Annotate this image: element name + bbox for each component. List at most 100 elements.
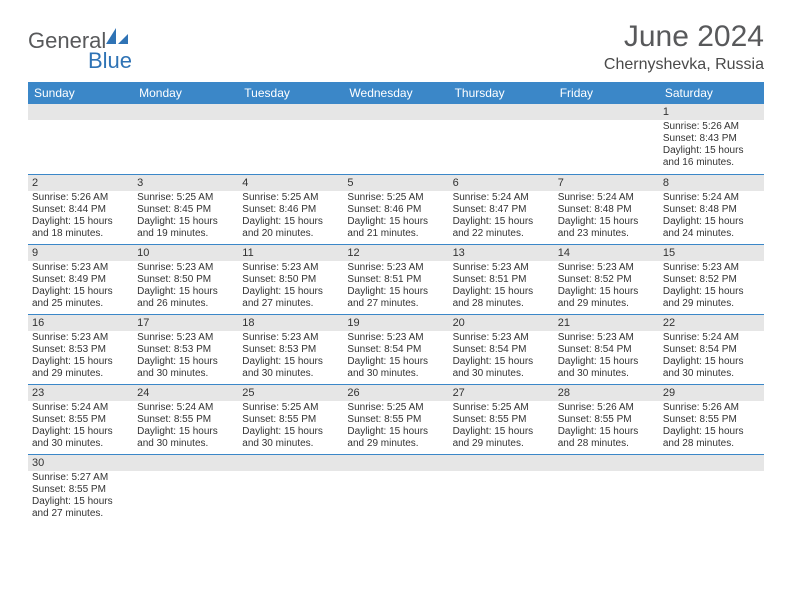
day-number (238, 455, 343, 471)
calendar-cell (343, 454, 448, 524)
daylight-text: Daylight: 15 hours and 25 minutes. (32, 286, 129, 310)
sunrise-text: Sunrise: 5:24 AM (558, 192, 655, 204)
daylight-text: Daylight: 15 hours and 30 minutes. (137, 356, 234, 380)
day-content: Sunrise: 5:24 AMSunset: 8:47 PMDaylight:… (449, 191, 554, 242)
page-header: General June 2024 Chernyshevka, Russia (28, 20, 764, 74)
day-content (133, 120, 238, 168)
calendar-cell: 30Sunrise: 5:27 AMSunset: 8:55 PMDayligh… (28, 454, 133, 524)
calendar-cell (238, 104, 343, 174)
calendar-cell (343, 104, 448, 174)
sunrise-text: Sunrise: 5:23 AM (242, 262, 339, 274)
calendar-cell: 13Sunrise: 5:23 AMSunset: 8:51 PMDayligh… (449, 244, 554, 314)
daylight-text: Daylight: 15 hours and 28 minutes. (663, 426, 760, 450)
calendar-cell: 22Sunrise: 5:24 AMSunset: 8:54 PMDayligh… (659, 314, 764, 384)
day-number (343, 455, 448, 471)
day-content (238, 120, 343, 168)
day-number: 20 (449, 315, 554, 331)
day-number: 4 (238, 175, 343, 191)
sunset-text: Sunset: 8:53 PM (242, 344, 339, 356)
calendar-cell (449, 454, 554, 524)
daylight-text: Daylight: 15 hours and 29 minutes. (558, 286, 655, 310)
day-content (343, 471, 448, 519)
day-number: 13 (449, 245, 554, 261)
day-number (133, 104, 238, 120)
sunset-text: Sunset: 8:55 PM (137, 414, 234, 426)
sunset-text: Sunset: 8:55 PM (347, 414, 444, 426)
sunset-text: Sunset: 8:44 PM (32, 204, 129, 216)
day-content: Sunrise: 5:23 AMSunset: 8:50 PMDaylight:… (133, 261, 238, 312)
daylight-text: Daylight: 15 hours and 29 minutes. (347, 426, 444, 450)
sunset-text: Sunset: 8:55 PM (453, 414, 550, 426)
daylight-text: Daylight: 15 hours and 21 minutes. (347, 216, 444, 240)
sunset-text: Sunset: 8:51 PM (347, 274, 444, 286)
day-content: Sunrise: 5:23 AMSunset: 8:49 PMDaylight:… (28, 261, 133, 312)
calendar-cell: 25Sunrise: 5:25 AMSunset: 8:55 PMDayligh… (238, 384, 343, 454)
daylight-text: Daylight: 15 hours and 29 minutes. (32, 356, 129, 380)
sunrise-text: Sunrise: 5:26 AM (663, 121, 760, 133)
sunrise-text: Sunrise: 5:24 AM (137, 402, 234, 414)
day-number: 10 (133, 245, 238, 261)
calendar-cell: 23Sunrise: 5:24 AMSunset: 8:55 PMDayligh… (28, 384, 133, 454)
day-number: 26 (343, 385, 448, 401)
sunrise-text: Sunrise: 5:23 AM (453, 262, 550, 274)
sunset-text: Sunset: 8:55 PM (558, 414, 655, 426)
calendar-week: 2Sunrise: 5:26 AMSunset: 8:44 PMDaylight… (28, 174, 764, 244)
daylight-text: Daylight: 15 hours and 22 minutes. (453, 216, 550, 240)
sunset-text: Sunset: 8:50 PM (242, 274, 339, 286)
calendar-cell (133, 454, 238, 524)
sunrise-text: Sunrise: 5:23 AM (663, 262, 760, 274)
sunrise-text: Sunrise: 5:27 AM (32, 472, 129, 484)
sunrise-text: Sunrise: 5:23 AM (453, 332, 550, 344)
calendar-cell: 7Sunrise: 5:24 AMSunset: 8:48 PMDaylight… (554, 174, 659, 244)
calendar-week: 1Sunrise: 5:26 AMSunset: 8:43 PMDaylight… (28, 104, 764, 174)
day-number: 22 (659, 315, 764, 331)
day-content: Sunrise: 5:25 AMSunset: 8:46 PMDaylight:… (238, 191, 343, 242)
daylight-text: Daylight: 15 hours and 19 minutes. (137, 216, 234, 240)
weekday-header: Thursday (449, 82, 554, 104)
sunrise-text: Sunrise: 5:25 AM (347, 192, 444, 204)
day-content (343, 120, 448, 168)
calendar-cell (449, 104, 554, 174)
calendar-cell: 4Sunrise: 5:25 AMSunset: 8:46 PMDaylight… (238, 174, 343, 244)
calendar-cell: 18Sunrise: 5:23 AMSunset: 8:53 PMDayligh… (238, 314, 343, 384)
sunset-text: Sunset: 8:47 PM (453, 204, 550, 216)
weekday-header: Tuesday (238, 82, 343, 104)
day-number: 8 (659, 175, 764, 191)
day-content: Sunrise: 5:23 AMSunset: 8:51 PMDaylight:… (449, 261, 554, 312)
daylight-text: Daylight: 15 hours and 30 minutes. (32, 426, 129, 450)
sunrise-text: Sunrise: 5:23 AM (32, 262, 129, 274)
day-content: Sunrise: 5:25 AMSunset: 8:55 PMDaylight:… (449, 401, 554, 452)
calendar-cell: 12Sunrise: 5:23 AMSunset: 8:51 PMDayligh… (343, 244, 448, 314)
sunrise-text: Sunrise: 5:23 AM (347, 332, 444, 344)
daylight-text: Daylight: 15 hours and 30 minutes. (242, 426, 339, 450)
weekday-header: Monday (133, 82, 238, 104)
sunrise-text: Sunrise: 5:23 AM (558, 262, 655, 274)
day-content: Sunrise: 5:23 AMSunset: 8:54 PMDaylight:… (343, 331, 448, 382)
sunrise-text: Sunrise: 5:23 AM (32, 332, 129, 344)
daylight-text: Daylight: 15 hours and 30 minutes. (137, 426, 234, 450)
day-number (28, 104, 133, 120)
sunrise-text: Sunrise: 5:25 AM (242, 192, 339, 204)
daylight-text: Daylight: 15 hours and 28 minutes. (558, 426, 655, 450)
day-content: Sunrise: 5:26 AMSunset: 8:55 PMDaylight:… (659, 401, 764, 452)
day-number: 17 (133, 315, 238, 331)
day-content (659, 471, 764, 519)
daylight-text: Daylight: 15 hours and 24 minutes. (663, 216, 760, 240)
brand-part2: Blue (88, 48, 132, 73)
daylight-text: Daylight: 15 hours and 30 minutes. (558, 356, 655, 380)
day-number: 12 (343, 245, 448, 261)
day-content: Sunrise: 5:23 AMSunset: 8:54 PMDaylight:… (554, 331, 659, 382)
day-number: 7 (554, 175, 659, 191)
calendar-cell: 21Sunrise: 5:23 AMSunset: 8:54 PMDayligh… (554, 314, 659, 384)
day-content: Sunrise: 5:24 AMSunset: 8:55 PMDaylight:… (28, 401, 133, 452)
day-number: 15 (659, 245, 764, 261)
daylight-text: Daylight: 15 hours and 28 minutes. (453, 286, 550, 310)
sunset-text: Sunset: 8:55 PM (32, 414, 129, 426)
day-content: Sunrise: 5:23 AMSunset: 8:53 PMDaylight:… (133, 331, 238, 382)
calendar-cell: 28Sunrise: 5:26 AMSunset: 8:55 PMDayligh… (554, 384, 659, 454)
day-content (28, 120, 133, 168)
daylight-text: Daylight: 15 hours and 27 minutes. (32, 496, 129, 520)
weekday-header: Sunday (28, 82, 133, 104)
day-number: 30 (28, 455, 133, 471)
sunrise-text: Sunrise: 5:23 AM (242, 332, 339, 344)
